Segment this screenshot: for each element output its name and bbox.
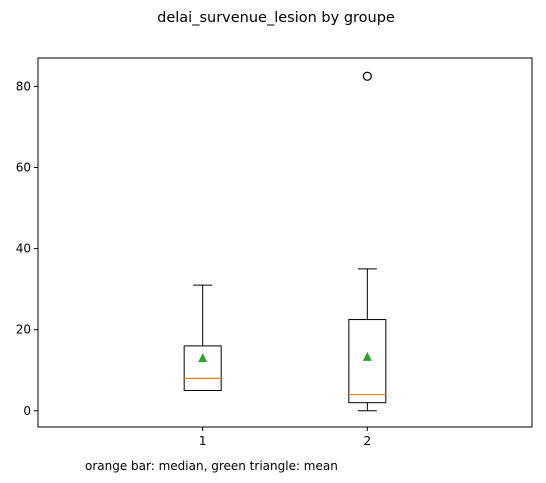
- outlier-point: [362, 71, 372, 81]
- mean-marker: [362, 351, 372, 361]
- y-tick-label: 20: [16, 323, 31, 337]
- y-axis: 0 20 40 60 80: [16, 79, 38, 418]
- y-tick-label: 60: [16, 160, 31, 174]
- plot-area: [37, 57, 533, 428]
- x-tick-label: 2: [364, 434, 372, 448]
- y-tick-label: 40: [16, 242, 31, 256]
- box-iqr: [183, 345, 222, 392]
- box-iqr: [348, 319, 387, 404]
- box-group-1: [183, 284, 222, 392]
- x-tick-label: 1: [199, 434, 207, 448]
- mean-marker: [198, 353, 208, 363]
- box-group-2: [348, 71, 387, 412]
- y-tick-label: 80: [16, 79, 31, 93]
- y-tick-label: 0: [23, 404, 31, 418]
- chart-caption: orange bar: median, green triangle: mean: [85, 459, 338, 473]
- box-series: [183, 71, 387, 412]
- chart-title: delai_survenue_lesion by groupe: [157, 10, 395, 26]
